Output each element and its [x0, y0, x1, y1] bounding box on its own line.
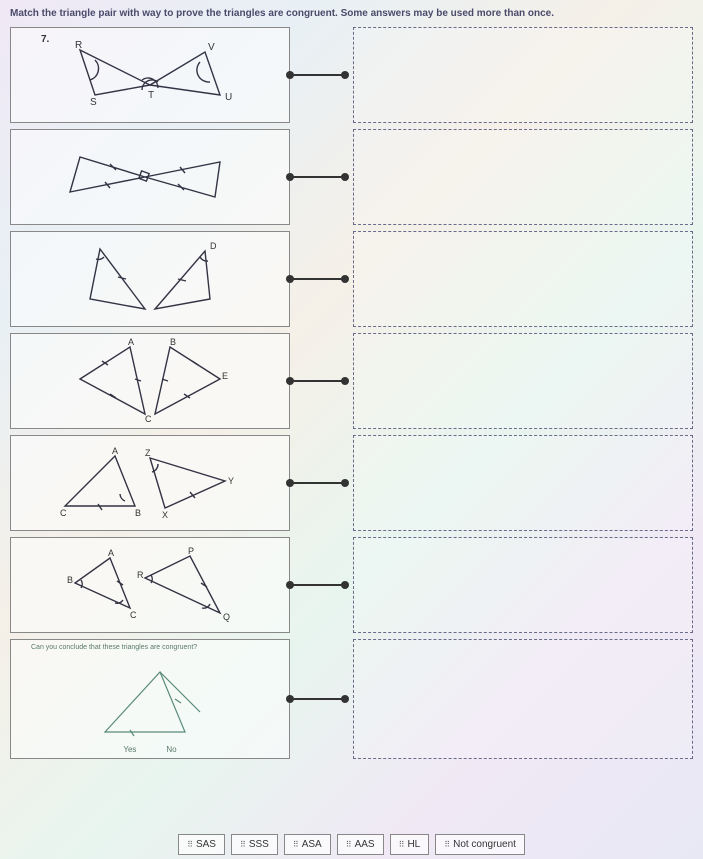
- connector-2: [290, 176, 345, 178]
- drop-zone-6[interactable]: [353, 537, 693, 633]
- instruction-text: Match the triangle pair with way to prov…: [10, 8, 693, 19]
- connector-4: [290, 380, 345, 382]
- drop-zone-1[interactable]: [353, 27, 693, 123]
- triangle-card-1: 7. R S T U V: [10, 27, 290, 123]
- triangle-svg-7: [65, 657, 235, 747]
- answer-bank: ⠿SAS ⠿SSS ⠿ASA ⠿AAS ⠿HL ⠿Not congruent: [0, 834, 703, 855]
- triangle-card-4: A B E C: [10, 333, 290, 429]
- drag-handle-icon: ⠿: [346, 840, 351, 849]
- connector-5: [290, 482, 345, 484]
- svg-text:C: C: [145, 414, 152, 424]
- drag-handle-icon: ⠿: [444, 840, 449, 849]
- triangle-svg-2: [40, 142, 260, 212]
- triangle-card-7: Can you conclude that these triangles ar…: [10, 639, 290, 759]
- question-row-5: A Z Y B C X: [10, 435, 693, 531]
- svg-text:Y: Y: [228, 476, 234, 486]
- drop-zone-4[interactable]: [353, 333, 693, 429]
- connector-1: [290, 74, 345, 76]
- connector-3: [290, 278, 345, 280]
- drag-handle-icon: ⠿: [399, 840, 404, 849]
- chip-sas[interactable]: ⠿SAS: [178, 834, 225, 855]
- triangle-svg-3: D: [60, 239, 240, 319]
- svg-text:A: A: [128, 337, 134, 347]
- chip-hl[interactable]: ⠿HL: [390, 834, 430, 855]
- svg-text:A: A: [112, 446, 118, 456]
- chip-sss[interactable]: ⠿SSS: [231, 834, 278, 855]
- triangle-card-2: [10, 129, 290, 225]
- question-row-6: A B C P R Q: [10, 537, 693, 633]
- question-row-7: Can you conclude that these triangles ar…: [10, 639, 693, 759]
- svg-text:Z: Z: [145, 448, 151, 458]
- svg-text:C: C: [130, 610, 137, 620]
- triangle-svg-5: A Z Y B C X: [40, 446, 260, 521]
- triangle-svg-4: A B E C: [50, 339, 250, 424]
- question-row-2: [10, 129, 693, 225]
- drop-zone-2[interactable]: [353, 129, 693, 225]
- svg-text:B: B: [135, 508, 141, 518]
- svg-text:C: C: [60, 508, 67, 518]
- question-row-3: D: [10, 231, 693, 327]
- svg-text:B: B: [67, 575, 73, 585]
- svg-text:E: E: [222, 371, 228, 381]
- triangle-card-5: A Z Y B C X: [10, 435, 290, 531]
- drag-handle-icon: ⠿: [187, 840, 192, 849]
- triangle-card-3: D: [10, 231, 290, 327]
- svg-text:Q: Q: [223, 612, 230, 622]
- card7-caption: Can you conclude that these triangles ar…: [31, 644, 269, 651]
- question-number-1: 7.: [41, 34, 49, 45]
- svg-text:P: P: [188, 546, 194, 556]
- chip-aas[interactable]: ⠿AAS: [337, 834, 384, 855]
- card7-yes: Yes: [123, 745, 136, 754]
- svg-text:D: D: [210, 241, 217, 251]
- card7-no: No: [166, 745, 176, 754]
- drag-handle-icon: ⠿: [240, 840, 245, 849]
- drop-zone-5[interactable]: [353, 435, 693, 531]
- drag-handle-icon: ⠿: [293, 840, 298, 849]
- svg-text:U: U: [225, 92, 232, 103]
- question-row-1: 7. R S T U V: [10, 27, 693, 123]
- svg-text:R: R: [137, 570, 144, 580]
- question-row-4: A B E C: [10, 333, 693, 429]
- svg-text:X: X: [162, 510, 168, 520]
- chip-asa[interactable]: ⠿ASA: [284, 834, 331, 855]
- chip-not-congruent[interactable]: ⠿Not congruent: [435, 834, 525, 855]
- svg-text:V: V: [208, 42, 215, 53]
- triangle-svg-6: A B C P R Q: [45, 548, 255, 623]
- svg-text:A: A: [108, 548, 114, 558]
- drop-zone-3[interactable]: [353, 231, 693, 327]
- connector-6: [290, 584, 345, 586]
- triangle-card-6: A B C P R Q: [10, 537, 290, 633]
- svg-text:R: R: [75, 40, 82, 51]
- triangle-svg-1: R S T U V: [40, 40, 260, 110]
- drop-zone-7[interactable]: [353, 639, 693, 759]
- svg-text:S: S: [90, 97, 97, 108]
- svg-text:B: B: [170, 337, 176, 347]
- connector-7: [290, 698, 345, 700]
- svg-text:T: T: [148, 90, 154, 101]
